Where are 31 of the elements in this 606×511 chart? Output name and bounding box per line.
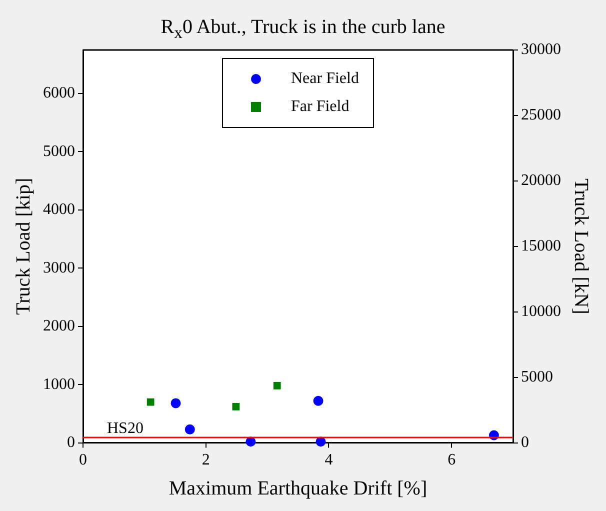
point xyxy=(184,424,195,434)
point xyxy=(232,403,240,410)
y-tick-label: 4000 xyxy=(43,201,75,218)
legend-label: Far Field xyxy=(291,98,350,116)
y-tick-label: 2000 xyxy=(43,318,75,335)
point xyxy=(273,382,281,390)
y2-axis-title: Truck Load [kN] xyxy=(570,178,592,314)
y-tick-label: 5000 xyxy=(43,142,75,160)
y2-tick-label: 0 xyxy=(521,434,529,452)
legend-label: Near Field xyxy=(291,70,359,88)
ref-line-label: HS20 xyxy=(107,420,144,437)
y-tick-label: 1000 xyxy=(43,376,75,393)
y2-tick-label: 30000 xyxy=(521,41,561,58)
y-tick-label: 3000 xyxy=(43,259,75,276)
x-tick-label: 4 xyxy=(324,452,333,469)
chart-title: R$_{x}$0 Abut., Truck is in the curb lane xyxy=(160,16,446,43)
point xyxy=(313,396,324,406)
y2-tick-label: 15000 xyxy=(521,238,561,255)
x-axis-title: Maximum Earthquake Drift [%] xyxy=(168,477,428,500)
y2-tick-label: 10000 xyxy=(521,303,561,320)
y2-tick-label: 5000 xyxy=(521,368,553,386)
y-tick-label: 6000 xyxy=(43,84,75,102)
y-tick-label: 0 xyxy=(67,434,75,452)
x-tick-label: 2 xyxy=(202,452,210,469)
point xyxy=(146,398,154,406)
y-axis-title: Truck Load [kip] xyxy=(12,178,34,315)
x-tick-label: 6 xyxy=(448,452,456,469)
y2-tick-label: 20000 xyxy=(521,172,561,190)
x-tick-label: 0 xyxy=(79,452,87,469)
point xyxy=(170,398,181,408)
y2-tick-label: 25000 xyxy=(521,106,561,124)
